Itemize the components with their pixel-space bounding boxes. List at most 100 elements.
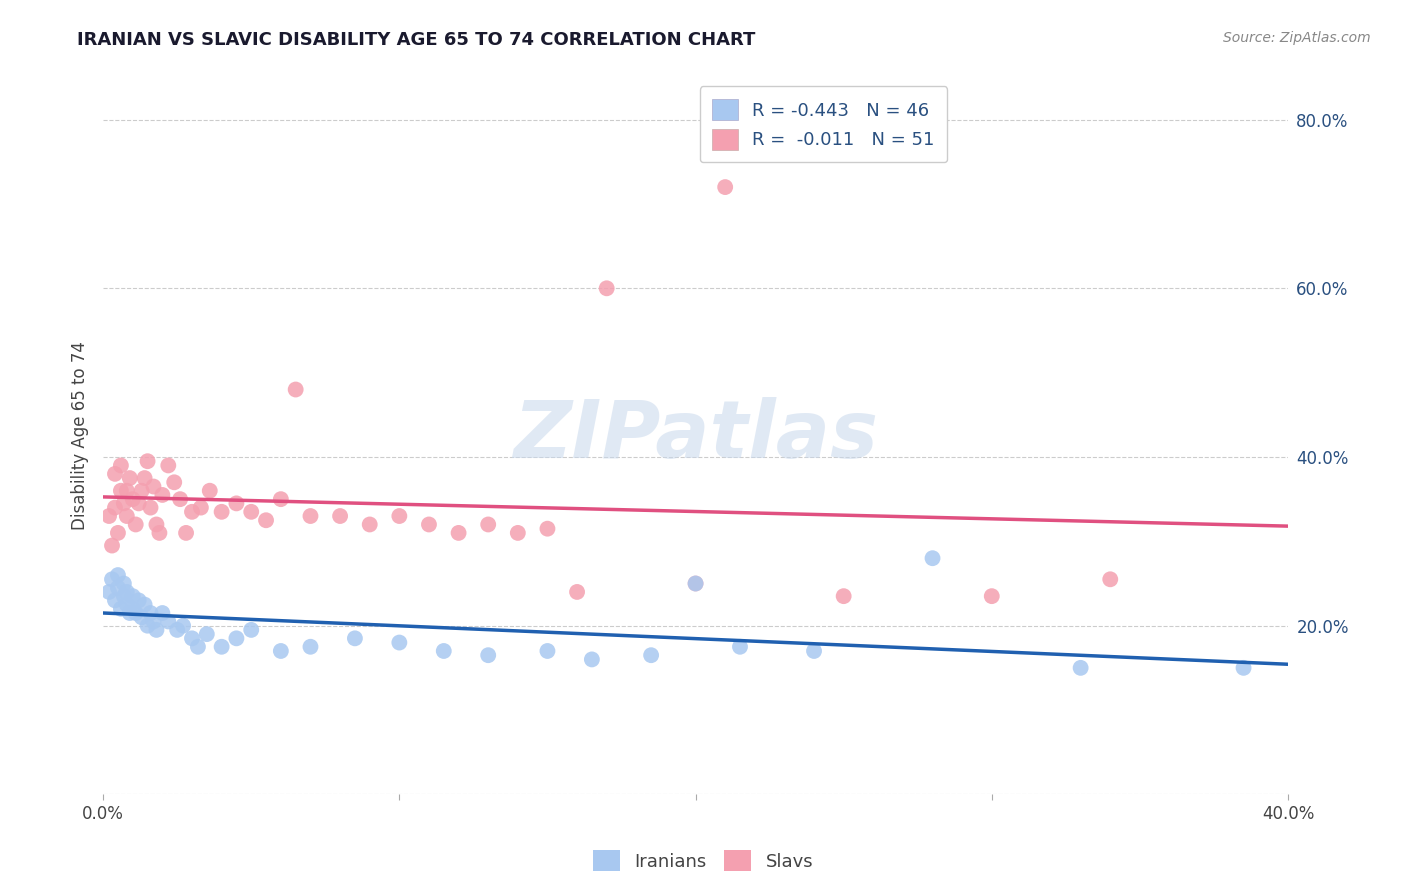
Point: [477, 648, 499, 663]
Point: [1070, 661, 1092, 675]
Point: [181, 632, 204, 646]
Point: [139, 606, 162, 620]
Point: [1099, 572, 1122, 586]
Point: [148, 525, 170, 540]
Point: [115, 483, 138, 498]
Point: [225, 632, 247, 646]
Point: [125, 606, 148, 620]
Point: [565, 585, 588, 599]
Point: [211, 505, 233, 519]
Point: [157, 458, 180, 473]
Point: [299, 640, 322, 654]
Point: [921, 551, 943, 566]
Point: [477, 517, 499, 532]
Point: [104, 593, 127, 607]
Point: [110, 458, 132, 473]
Point: [101, 539, 124, 553]
Point: [110, 483, 132, 498]
Point: [1232, 661, 1254, 675]
Point: [121, 492, 143, 507]
Point: [198, 483, 221, 498]
Point: [284, 383, 307, 397]
Point: [187, 640, 209, 654]
Point: [121, 589, 143, 603]
Point: [172, 618, 194, 632]
Point: [115, 598, 138, 612]
Point: [225, 496, 247, 510]
Text: Source: ZipAtlas.com: Source: ZipAtlas.com: [1223, 31, 1371, 45]
Point: [112, 576, 135, 591]
Point: [169, 492, 191, 507]
Point: [131, 610, 153, 624]
Point: [359, 517, 381, 532]
Text: IRANIAN VS SLAVIC DISABILITY AGE 65 TO 74 CORRELATION CHART: IRANIAN VS SLAVIC DISABILITY AGE 65 TO 7…: [77, 31, 755, 49]
Point: [136, 454, 159, 468]
Point: [142, 479, 165, 493]
Point: [254, 513, 277, 527]
Point: [121, 602, 143, 616]
Point: [388, 635, 411, 649]
Point: [270, 644, 292, 658]
Point: [107, 581, 129, 595]
Point: [195, 627, 218, 641]
Point: [299, 509, 322, 524]
Point: [240, 623, 263, 637]
Point: [418, 517, 440, 532]
Point: [174, 525, 197, 540]
Legend: Iranians, Slavs: Iranians, Slavs: [585, 843, 821, 879]
Point: [112, 589, 135, 603]
Point: [134, 471, 156, 485]
Point: [536, 522, 558, 536]
Point: [118, 606, 141, 620]
Point: [536, 644, 558, 658]
Point: [506, 525, 529, 540]
Y-axis label: Disability Age 65 to 74: Disability Age 65 to 74: [72, 342, 89, 531]
Point: [685, 576, 707, 591]
Point: [142, 615, 165, 629]
Point: [101, 572, 124, 586]
Point: [128, 593, 150, 607]
Point: [104, 467, 127, 481]
Point: [728, 640, 751, 654]
Point: [107, 568, 129, 582]
Point: [447, 525, 470, 540]
Point: [980, 589, 1002, 603]
Point: [134, 598, 156, 612]
Point: [115, 585, 138, 599]
Point: [640, 648, 662, 663]
Point: [128, 496, 150, 510]
Text: ZIPatlas: ZIPatlas: [513, 397, 879, 475]
Point: [343, 632, 366, 646]
Point: [145, 517, 167, 532]
Point: [166, 623, 188, 637]
Point: [581, 652, 603, 666]
Point: [211, 640, 233, 654]
Point: [714, 180, 737, 194]
Point: [150, 488, 173, 502]
Point: [115, 509, 138, 524]
Point: [98, 585, 121, 599]
Point: [139, 500, 162, 515]
Point: [98, 509, 121, 524]
Point: [329, 509, 352, 524]
Point: [163, 475, 186, 490]
Point: [190, 500, 212, 515]
Point: [270, 492, 292, 507]
Point: [131, 483, 153, 498]
Point: [112, 496, 135, 510]
Point: [150, 606, 173, 620]
Point: [685, 576, 707, 591]
Point: [803, 644, 825, 658]
Point: [145, 623, 167, 637]
Point: [125, 517, 148, 532]
Point: [181, 505, 204, 519]
Point: [104, 500, 127, 515]
Point: [110, 602, 132, 616]
Point: [832, 589, 855, 603]
Point: [157, 615, 180, 629]
Point: [596, 281, 619, 295]
Point: [240, 505, 263, 519]
Point: [136, 618, 159, 632]
Point: [118, 471, 141, 485]
Legend: R = -0.443   N = 46, R =  -0.011   N = 51: R = -0.443 N = 46, R = -0.011 N = 51: [700, 87, 948, 162]
